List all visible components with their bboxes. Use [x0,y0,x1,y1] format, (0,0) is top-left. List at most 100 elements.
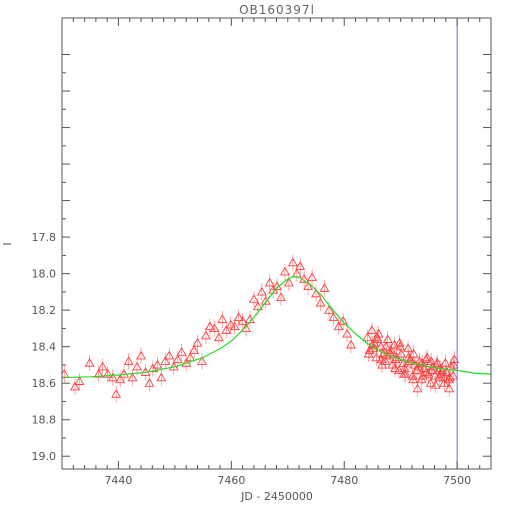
data-point [422,352,433,362]
data-point [395,341,406,351]
data-point [449,354,460,364]
data-point [152,359,163,369]
plot-area [62,18,491,469]
data-point [93,368,104,378]
data-point [127,372,138,382]
data-point [213,332,224,342]
data-point [70,381,80,391]
chart-title: OB160397l [239,3,315,17]
data-point [115,374,126,384]
data-point [276,292,286,301]
data-point [111,389,122,398]
data-point [372,334,383,343]
data-point [102,368,113,378]
data-point [440,357,451,367]
model-curve [62,275,491,379]
data-point [132,361,143,371]
data-point [311,288,321,298]
data-point [160,356,171,365]
data-point [430,379,441,389]
data-point [403,343,413,353]
data-point [399,363,410,373]
data-point [342,328,353,338]
data-point [426,365,437,375]
data-point [209,323,220,333]
y-tick-label: 18.0 [32,268,57,281]
data-point [396,348,407,358]
data-point [381,341,391,351]
data-point [324,305,334,314]
data-point [399,368,410,378]
data-point [136,350,147,360]
y-tick-label: 18.6 [32,377,57,390]
data-point [382,334,393,343]
data-point [200,330,211,340]
data-point [367,339,378,349]
data-point [387,359,398,369]
data-point [303,281,314,291]
data-point [295,261,306,270]
data-point [248,294,259,303]
data-point [425,378,436,387]
data-point [315,297,326,307]
data-point [185,352,196,362]
data-point [363,348,374,358]
data-point [346,339,356,349]
y-tick-label: 19.0 [32,450,57,463]
data-point [386,345,397,354]
y-axis-label: I [1,242,14,245]
data-point [390,363,401,373]
data-point [287,257,298,267]
data-point [377,359,388,369]
data-point [417,370,428,380]
data-point [413,361,424,371]
data-point [123,356,134,365]
data-point [407,370,418,380]
data-point [408,374,419,384]
data-point [436,365,447,375]
data-point [435,368,446,378]
data-point [156,372,167,382]
data-point [172,354,183,364]
data-point [176,347,187,356]
data-point [204,321,215,331]
data-point [444,383,455,393]
data-point [366,325,377,334]
x-axis-label: JD - 2450000 [240,490,313,503]
data-point [307,272,318,281]
y-tick-label: 18.2 [32,304,57,317]
data-point [197,356,207,365]
data-point [283,277,294,287]
data-point [319,283,330,292]
data-point [221,325,232,334]
data-point [252,301,263,311]
data-point [189,345,200,354]
data-point [448,359,459,369]
data-point [164,350,175,360]
y-tick-label: 18.8 [32,414,57,427]
y-tick-label: 18.4 [32,341,57,354]
data-point [380,356,391,365]
data-point [362,332,373,342]
data-point [279,266,290,276]
data-point [338,315,349,325]
x-tick-label: 7480 [330,474,358,487]
data-point [74,376,85,385]
data-point [408,348,419,358]
plot-frame [61,17,492,470]
data-point [417,357,428,367]
data-point [97,361,108,371]
data-point [444,372,455,382]
data-point [256,286,267,296]
data-point [225,319,236,329]
data-point [328,312,339,322]
data-point [84,357,95,367]
data-point [233,312,244,322]
data-point [144,378,155,387]
x-tick-label: 7460 [217,474,245,487]
data-point [260,295,271,305]
x-tick-label: 7440 [104,474,132,487]
data-point [107,372,118,382]
data-point [229,321,240,331]
data-point [404,356,415,365]
